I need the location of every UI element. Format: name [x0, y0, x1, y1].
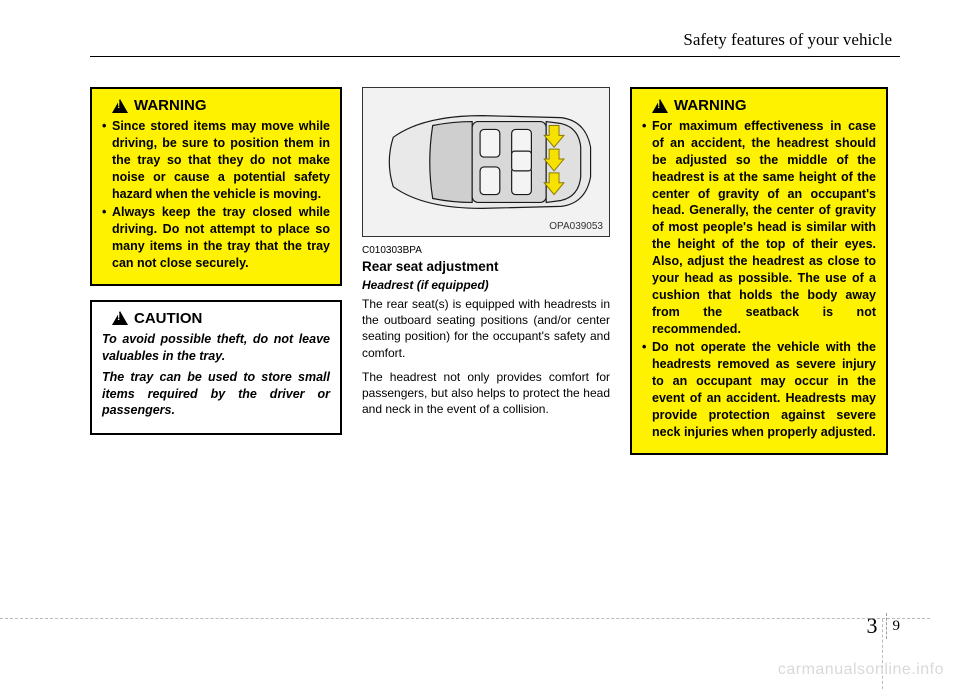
- heading-2: Rear seat adjustment: [362, 259, 610, 274]
- caution-text: The tray can be used to store small item…: [102, 369, 330, 420]
- caution-label: CAUTION: [134, 310, 202, 327]
- car-diagram: [363, 88, 609, 236]
- warning-title: WARNING: [652, 97, 876, 114]
- caution-title: CAUTION: [112, 310, 330, 327]
- caution-text: To avoid possible theft, do not leave va…: [102, 331, 330, 365]
- chapter-number: 3: [867, 613, 887, 639]
- warning-item: Since stored items may move while drivin…: [102, 118, 330, 202]
- warning-item: Always keep the tray closed while drivin…: [102, 204, 330, 272]
- figure-box: OPA039053: [362, 87, 610, 237]
- manual-page: Safety features of your vehicle WARNING …: [0, 0, 960, 689]
- warning-item: For maximum effectiveness in case of an …: [642, 118, 876, 337]
- arrow-group: [544, 125, 564, 194]
- columns: WARNING Since stored items may move whil…: [90, 87, 900, 469]
- warning-label: WARNING: [134, 97, 207, 114]
- page-number: 9: [893, 618, 901, 635]
- column-left: WARNING Since stored items may move whil…: [90, 87, 342, 469]
- content-code: C010303BPA: [362, 245, 610, 257]
- watermark: carmanualsonline.info: [778, 661, 944, 679]
- warning-list: Since stored items may move while drivin…: [102, 118, 330, 272]
- caution-icon: [112, 311, 128, 325]
- body-paragraph: The headrest not only provides comfort f…: [362, 369, 610, 418]
- column-middle: OPA039053 C010303BPA Rear seat adjustmen…: [362, 87, 610, 469]
- warning-icon: [652, 99, 668, 113]
- heading-3: Headrest (if equipped): [362, 278, 610, 292]
- page-footer: 3 9: [867, 613, 901, 639]
- warning-box-left: WARNING Since stored items may move whil…: [90, 87, 342, 286]
- warning-item: Do not operate the vehicle with the head…: [642, 339, 876, 440]
- warning-box-right: WARNING For maximum effectiveness in cas…: [630, 87, 888, 455]
- column-right: WARNING For maximum effectiveness in cas…: [630, 87, 888, 469]
- header-rule: [90, 56, 900, 57]
- warning-label: WARNING: [674, 97, 747, 114]
- warning-list: For maximum effectiveness in case of an …: [642, 118, 876, 441]
- figure-label: OPA039053: [549, 221, 603, 232]
- body-paragraph: The rear seat(s) is equipped with headre…: [362, 296, 610, 361]
- footer-dashed-horizontal: [0, 618, 930, 619]
- section-header: Safety features of your vehicle: [90, 30, 900, 50]
- warning-icon: [112, 99, 128, 113]
- warning-title: WARNING: [112, 97, 330, 114]
- caution-box: CAUTION To avoid possible theft, do not …: [90, 300, 342, 435]
